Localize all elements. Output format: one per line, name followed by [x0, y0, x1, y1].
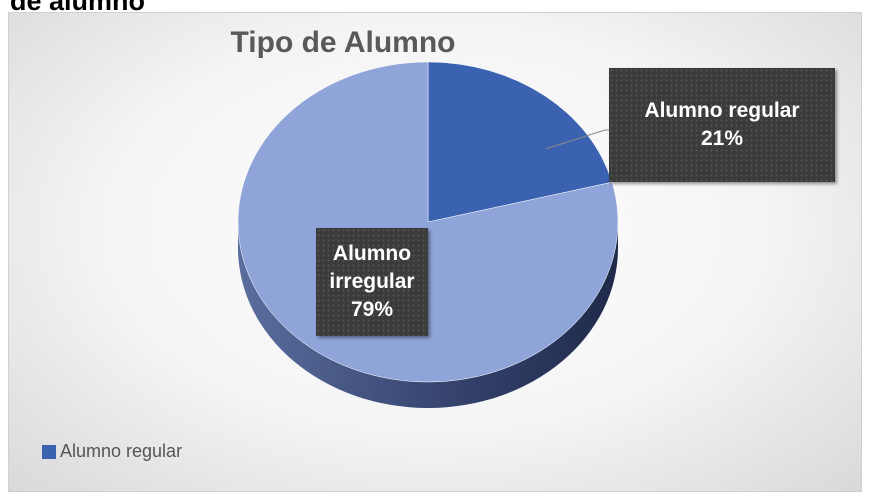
chart-title: Tipo de Alumno	[230, 26, 456, 59]
data-label-category: Alumno irregular	[329, 242, 415, 293]
data-label: Alumno irregular 79%	[316, 228, 428, 336]
data-label: Alumno regular 21%	[609, 68, 835, 182]
pie-slice	[427, 61, 613, 223]
pie-side	[238, 222, 618, 408]
legend: Alumno regular	[42, 441, 182, 462]
legend-swatch	[42, 444, 56, 459]
data-label-category: Alumno regular	[644, 99, 800, 122]
legend-label: Alumno regular	[60, 441, 183, 461]
data-label-value: 21%	[700, 127, 744, 150]
data-label-value: 79%	[350, 298, 394, 321]
leader-line	[546, 129, 609, 150]
